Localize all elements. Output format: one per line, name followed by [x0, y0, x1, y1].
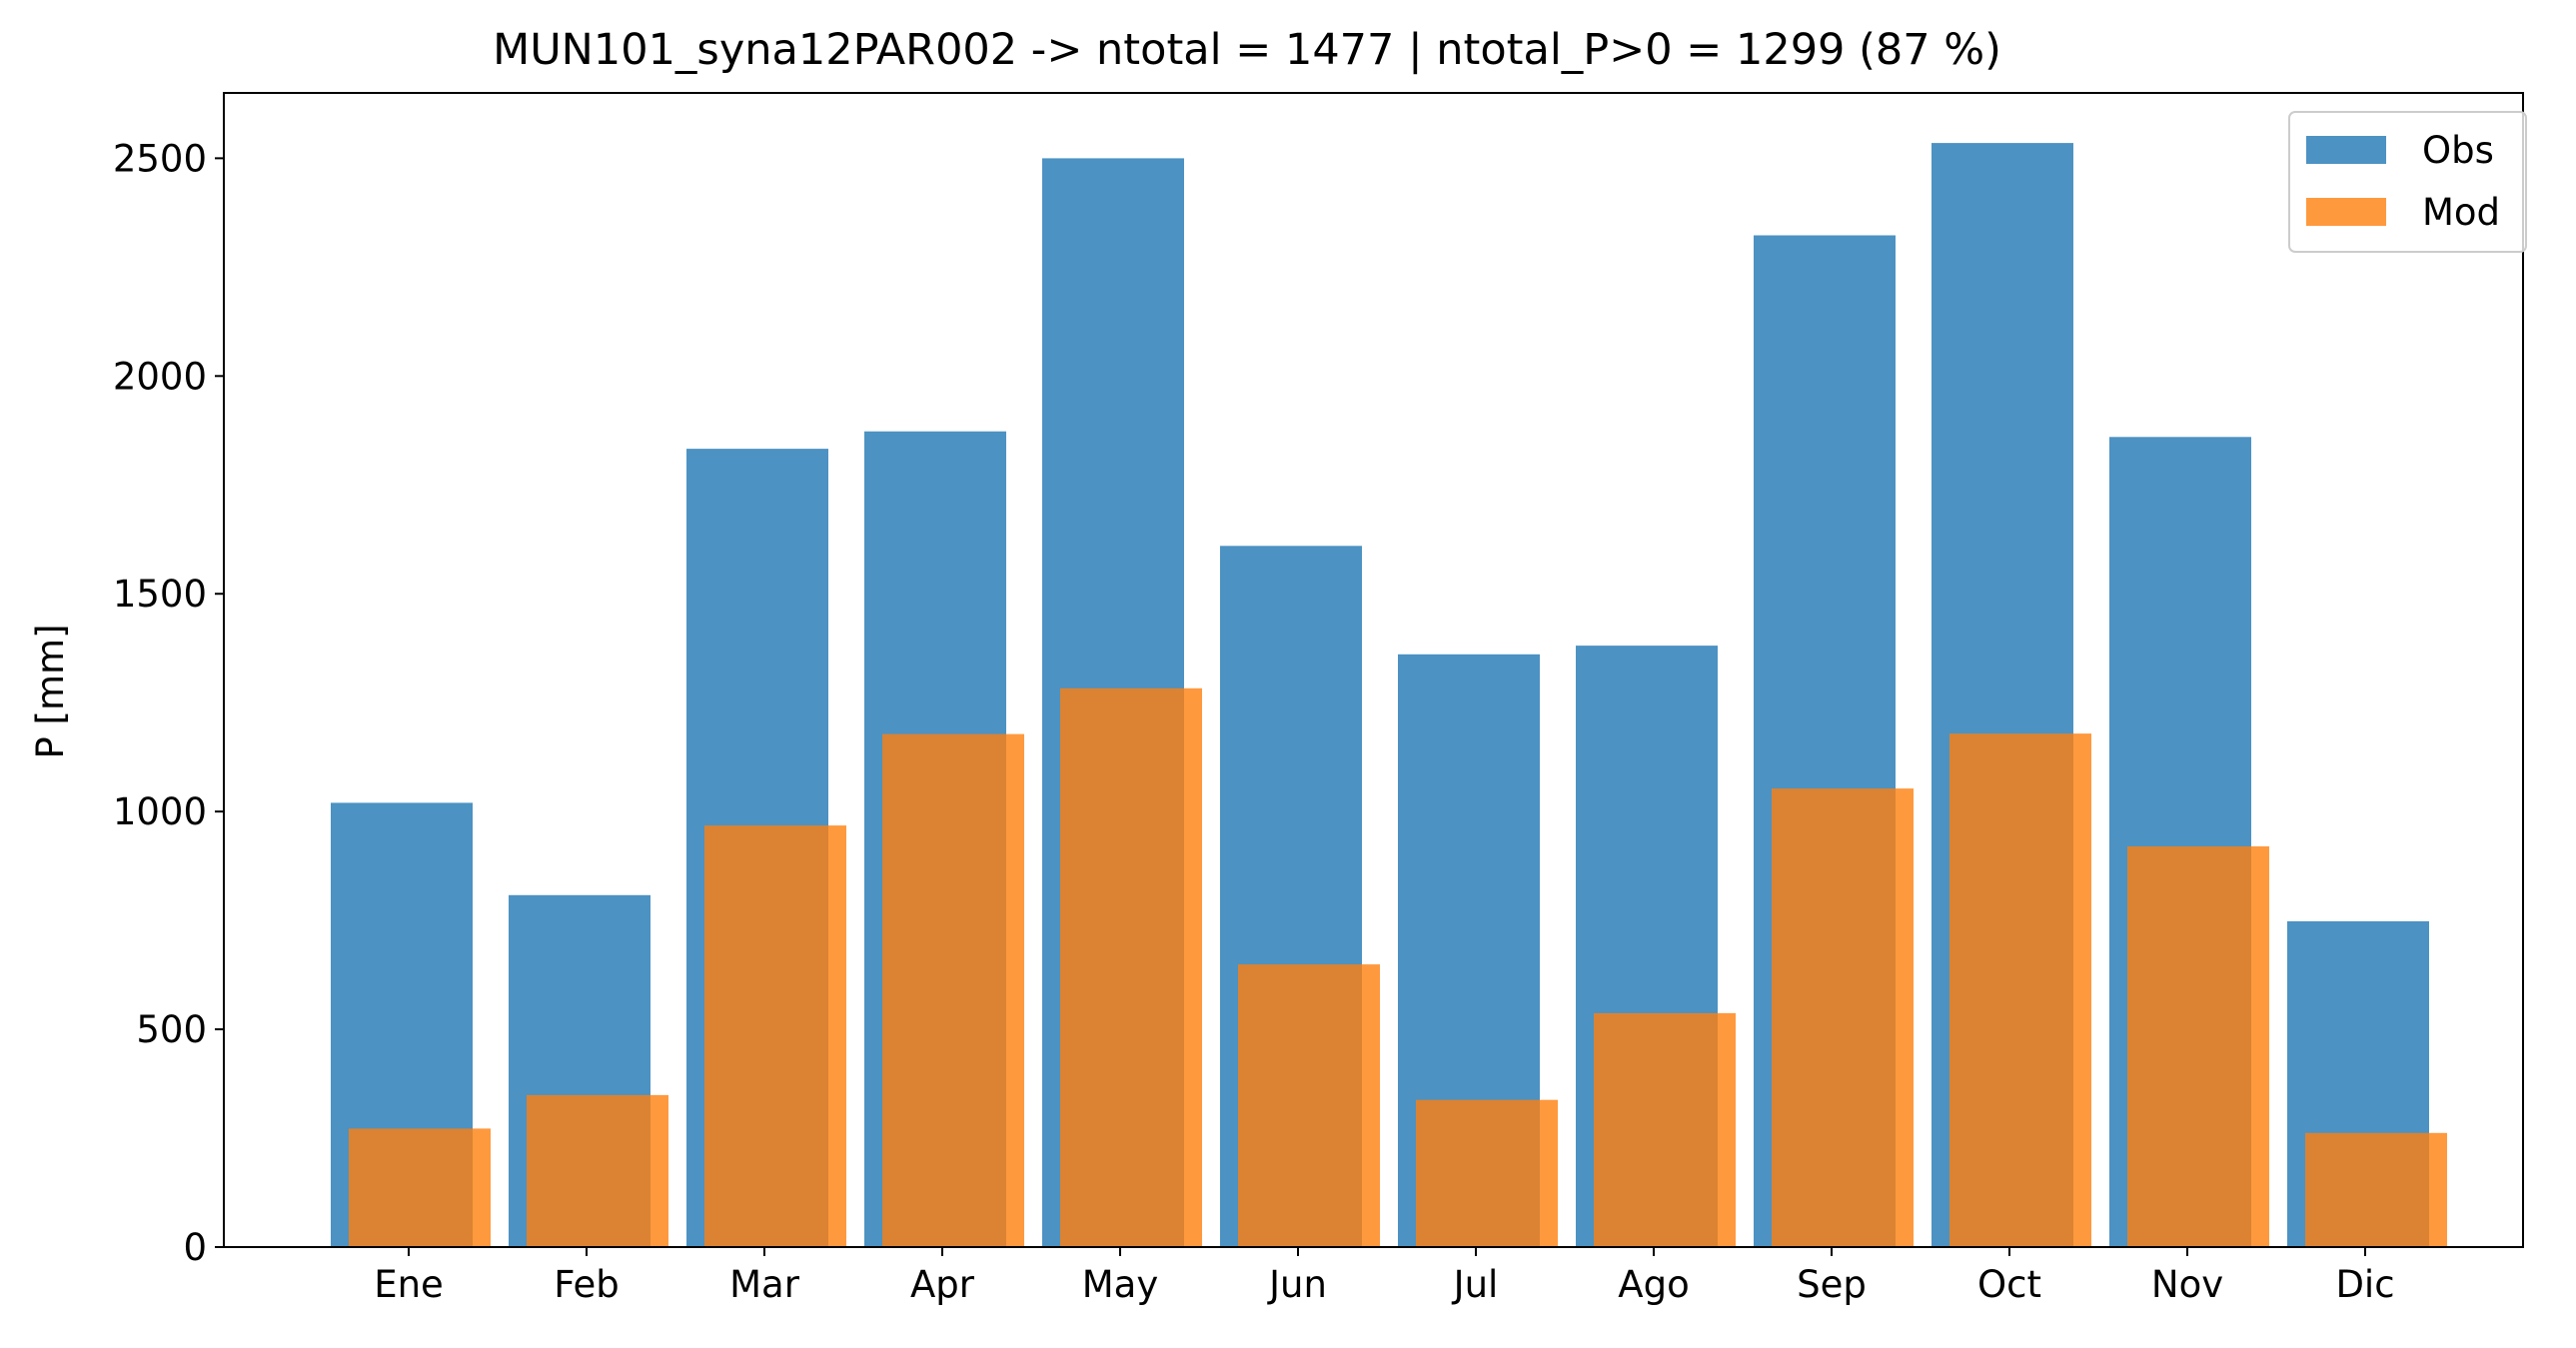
x-tick-label: Feb — [554, 1263, 620, 1306]
x-tick-label: Ago — [1618, 1263, 1689, 1306]
bar-mod-dic — [2305, 1132, 2447, 1247]
x-tick-label: Sep — [1797, 1263, 1867, 1306]
x-tick-label: Oct — [1977, 1263, 2041, 1306]
x-tick-label: Ene — [374, 1263, 444, 1306]
bar-mod-nov — [2127, 846, 2269, 1247]
legend-label-obs: Obs — [2422, 129, 2494, 172]
y-axis-label: P [mm] — [29, 624, 72, 758]
axes-layer: 0 500 1000 1500 2000 2500 Ene Feb Mar Apr May Jun Ju… — [113, 92, 2524, 1306]
legend: Obs Mod — [2288, 111, 2527, 253]
legend-swatch-mod — [2306, 198, 2386, 226]
x-tick-label: Jun — [1267, 1263, 1327, 1306]
y-tick-label: 0 — [183, 1226, 207, 1269]
x-tick-label: May — [1082, 1263, 1159, 1306]
bar-mod-ene — [349, 1128, 491, 1247]
y-tick-label: 1500 — [113, 573, 207, 616]
y-tick-label: 1000 — [113, 790, 207, 833]
bar-mod-ago — [1594, 1012, 1736, 1247]
y-tick-label: 2500 — [113, 137, 207, 180]
legend-swatch-obs — [2306, 136, 2386, 164]
bars-layer — [331, 143, 2447, 1248]
y-tick-label: 2000 — [113, 355, 207, 398]
plot-frame — [223, 92, 2524, 1248]
x-tick-label: Mar — [729, 1263, 800, 1306]
bar-mod-apr — [882, 733, 1024, 1247]
x-tick-label: Nov — [2151, 1263, 2223, 1306]
bar-mod-jul — [1416, 1099, 1558, 1247]
bar-mod-feb — [527, 1094, 668, 1247]
chart-title: MUN101_syna12PAR002 -> ntotal = 1477 | n… — [493, 25, 2001, 75]
x-tick-label: Jul — [1452, 1263, 1499, 1306]
bar-mod-sep — [1772, 788, 1914, 1247]
legend-label-mod: Mod — [2422, 191, 2500, 234]
bar-mod-jun — [1238, 964, 1380, 1247]
bar-mod-mar — [704, 825, 846, 1247]
x-tick-label: Apr — [910, 1263, 975, 1306]
y-tick-label: 500 — [136, 1008, 207, 1051]
bar-mod-may — [1060, 687, 1202, 1247]
x-tick-label: Dic — [2335, 1263, 2394, 1306]
bar-mod-oct — [1949, 733, 2091, 1247]
